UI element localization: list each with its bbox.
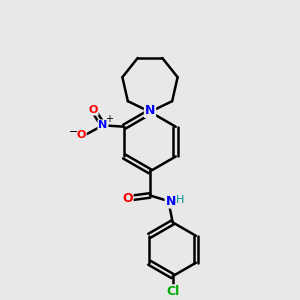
Text: H: H	[176, 195, 184, 205]
Text: O: O	[122, 192, 133, 205]
Text: −: −	[69, 128, 78, 137]
Text: +: +	[105, 114, 113, 124]
Text: N: N	[98, 120, 108, 130]
Text: O: O	[76, 130, 86, 140]
Text: O: O	[88, 105, 98, 115]
Text: Cl: Cl	[166, 285, 179, 298]
Text: N: N	[166, 195, 176, 208]
Text: N: N	[145, 104, 155, 117]
